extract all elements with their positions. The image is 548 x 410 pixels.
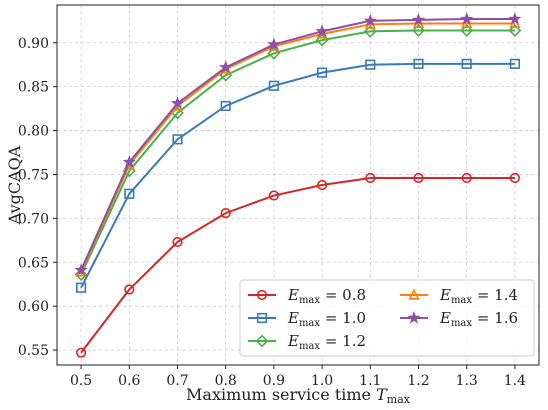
data-point	[461, 172, 472, 184]
data-point	[508, 12, 522, 25]
series-1	[75, 172, 521, 358]
x-tick-label: 0.5	[70, 373, 92, 389]
plot-frame	[56, 4, 540, 366]
legend-marker	[256, 312, 268, 324]
data-point	[172, 134, 183, 145]
data-point	[412, 24, 425, 37]
data-point	[317, 179, 328, 191]
legend-marker	[408, 288, 420, 300]
data-point	[75, 347, 87, 358]
series-line	[80, 22, 515, 273]
data-point	[74, 263, 88, 276]
data-point	[219, 60, 233, 73]
data-point	[413, 58, 424, 69]
data-point	[267, 46, 281, 60]
legend-label: Emax = 1.2	[287, 332, 366, 352]
legend-label: Emax = 0.8	[287, 286, 366, 306]
series-line	[80, 18, 515, 271]
data-point	[363, 13, 377, 27]
data-point	[413, 172, 424, 184]
x-tick-label: 1.3	[456, 373, 478, 389]
x-axis-ticks: 0.5 0.6 0.7 0.8 0.9 1.0 1.1 1.2 1.3 1.4	[70, 365, 526, 389]
data-point	[461, 58, 472, 69]
series-group	[74, 12, 522, 358]
y-tick-label: 0.60	[18, 299, 49, 315]
x-tick-label: 0.6	[118, 373, 140, 389]
data-point	[268, 80, 280, 91]
legend-marker	[407, 311, 421, 324]
legend-item: Emax = 1.2	[248, 332, 366, 352]
data-point	[267, 37, 281, 51]
data-point	[316, 67, 328, 78]
data-point	[220, 100, 231, 112]
y-tick-label: 0.85	[18, 80, 49, 96]
data-point	[460, 12, 474, 25]
x-tick-label: 1.2	[407, 373, 429, 389]
data-point	[509, 58, 521, 69]
x-axis-label: Maximum service time Tmax	[186, 385, 411, 406]
data-point	[122, 155, 136, 168]
legend-item: Emax = 1.6	[400, 309, 518, 329]
data-point	[76, 282, 87, 293]
y-tick-label: 0.80	[18, 124, 49, 140]
legend-marker	[256, 289, 268, 301]
series-line	[80, 176, 515, 354]
legend-label: Emax = 1.6	[439, 309, 518, 329]
data-point	[124, 188, 135, 199]
y-axis-label: AvgCAQA	[5, 145, 24, 225]
data-point	[509, 172, 521, 184]
data-point	[124, 284, 135, 295]
series-2	[76, 58, 521, 293]
data-point	[363, 24, 377, 38]
y-tick-label: 0.70	[18, 211, 49, 227]
y-tick-label: 0.90	[18, 36, 49, 52]
data-point	[315, 24, 329, 37]
legend-label: Emax = 1.0	[287, 309, 366, 329]
series-5	[74, 12, 522, 276]
y-tick-label: 0.65	[18, 255, 49, 271]
data-point	[220, 207, 231, 219]
x-tick-label: 1.0	[311, 373, 333, 389]
y-tick-label: 0.55	[18, 343, 49, 359]
x-tick-label: 0.9	[263, 373, 285, 389]
data-point	[365, 172, 376, 184]
data-point	[460, 24, 474, 37]
x-tick-label: 1.4	[504, 373, 526, 389]
y-tick-label: 0.75	[18, 167, 49, 183]
legend-box	[239, 279, 535, 357]
data-point	[508, 24, 522, 37]
data-point	[411, 12, 426, 26]
legend: Emax = 0.8 Emax = 1.0 Emax = 1.2 Emax = 1.4…	[239, 279, 535, 357]
data-point	[365, 59, 376, 70]
legend-label: Emax = 1.4	[439, 286, 518, 306]
data-point	[170, 96, 185, 109]
legend-item: Emax = 1.4	[400, 286, 518, 306]
series-4	[75, 16, 521, 277]
legend-item: Emax = 1.0	[248, 309, 366, 329]
x-tick-label: 1.1	[359, 373, 381, 389]
data-point	[172, 236, 183, 248]
series-line	[80, 29, 515, 275]
legend-marker	[255, 334, 269, 348]
x-tick-label: 0.8	[215, 373, 237, 389]
data-point	[268, 190, 280, 201]
y-axis-ticks: 0.55 0.60 0.65 0.70 0.75 0.80 0.85 0.90	[18, 36, 57, 359]
legend-item: Emax = 0.8	[248, 286, 366, 306]
series-line	[80, 62, 515, 289]
x-tick-label: 0.7	[166, 373, 188, 389]
